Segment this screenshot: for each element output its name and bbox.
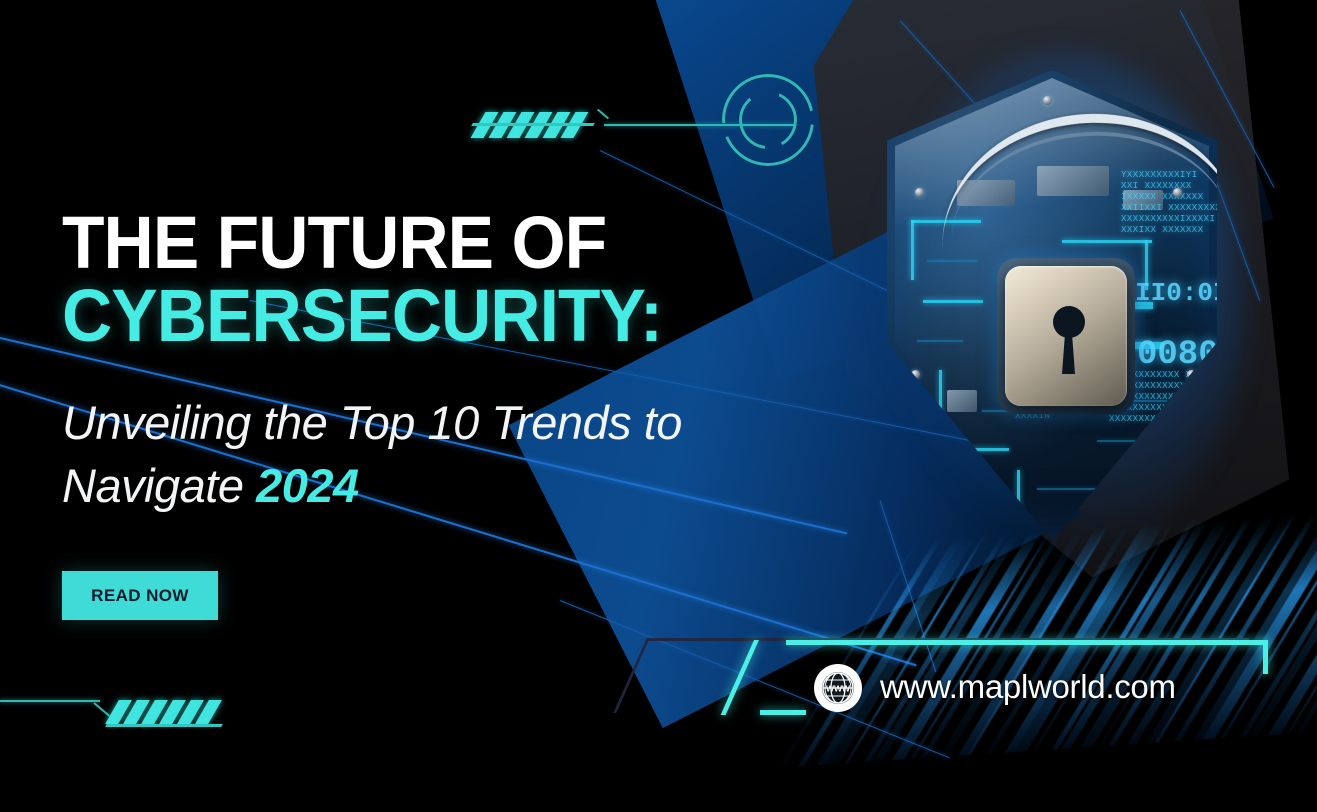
- circuit-trace: [923, 300, 983, 303]
- light-streak: [1286, 504, 1317, 734]
- page-title: THE FUTURE OF CYBERSECURITY:: [62, 201, 700, 357]
- footer-bracket-top: [786, 640, 1268, 645]
- shield-icon: YXXXXXXXXXIYI XXI XXXXXXXX IXXXXX XXXXXX…: [845, 30, 1265, 570]
- circuit-trace: [1037, 488, 1107, 490]
- shield-rivet: [1173, 188, 1182, 197]
- svg-text:WWW: WWW: [826, 684, 851, 694]
- hud-bottom-tick: [93, 702, 110, 717]
- subtitle-line-2: Navigate 2024: [62, 455, 882, 518]
- shield-code-column-a: YXXXXXXXXXIYI XXI XXXXXXXX IXXXXX XXXXXX…: [1121, 170, 1217, 235]
- subtitle: Unveiling the Top 10 Trends to Navigate …: [62, 392, 882, 517]
- shield-rivet: [911, 370, 920, 379]
- circuit-trace: [1097, 440, 1157, 442]
- footer: WWW www.maplworld.com: [720, 640, 1272, 750]
- keyhole-stem: [1062, 332, 1075, 374]
- subtitle-line-2-text: Navigate: [62, 458, 257, 512]
- hud-ring-outer: [722, 74, 814, 166]
- globe-icon: WWW: [814, 664, 862, 712]
- circuit-trace: [1145, 240, 1148, 290]
- hud-ring-inner: [739, 91, 797, 149]
- subtitle-line-1: Unveiling the Top 10 Trends to: [62, 396, 682, 449]
- circuit-chip: [957, 180, 1015, 206]
- circuit-trace: [927, 260, 977, 262]
- circuit-trace: [1062, 240, 1152, 243]
- hud-stripes-bottom-icon: [0, 690, 240, 730]
- hud-stripe-base: [471, 123, 595, 126]
- hud-line-tick: [596, 108, 610, 120]
- circuit-trace: [1017, 470, 1020, 516]
- headline-line-1: THE FUTURE OF: [62, 201, 607, 284]
- light-streak: [1296, 503, 1317, 734]
- shield-binary-top: II0:0IU: [1135, 278, 1217, 308]
- footer-bracket-foot: [760, 710, 806, 715]
- footer-bracket-left: [720, 640, 759, 715]
- headline-line-2: CYBERSECURITY:: [62, 273, 663, 357]
- shield-rivet: [1043, 96, 1052, 105]
- light-streak: [1267, 504, 1317, 736]
- shield-rivet: [915, 188, 924, 197]
- hud-bottom-stripe-base: [105, 724, 223, 727]
- circuit-trace: [917, 340, 963, 342]
- hud-stripes-icon: [470, 96, 808, 166]
- footer-bracket-right: [1263, 640, 1268, 674]
- read-now-button[interactable]: READ NOW: [62, 571, 218, 620]
- hud-rings-icon: [722, 74, 814, 166]
- circuit-chip: [1037, 166, 1109, 196]
- hud-line: [604, 124, 794, 126]
- circuit-chip: [1123, 190, 1163, 210]
- circuit-chip: [947, 390, 977, 412]
- subtitle-year: 2024: [256, 458, 359, 512]
- website-url[interactable]: www.maplworld.com: [880, 668, 1176, 705]
- circuit-trace: [911, 220, 981, 223]
- circuit-trace: [911, 220, 914, 280]
- hud-bottom-line: [0, 700, 100, 702]
